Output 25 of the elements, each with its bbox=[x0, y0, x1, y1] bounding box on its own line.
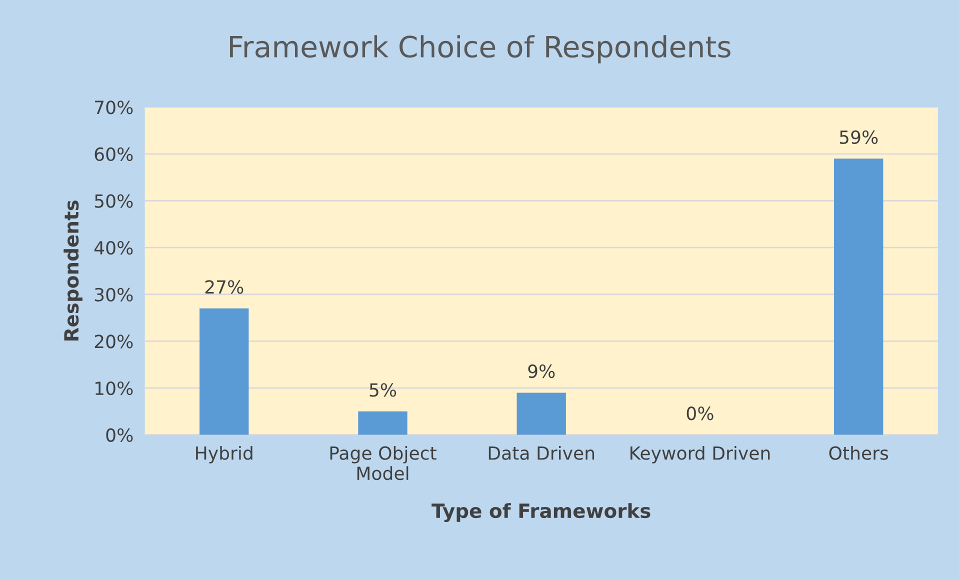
y-tick-label: 70% bbox=[95, 100, 133, 114]
data-label: 5% bbox=[370, 383, 396, 397]
data-label: 59% bbox=[840, 130, 878, 144]
bar bbox=[358, 411, 408, 435]
bar bbox=[516, 392, 566, 435]
x-tick-label: Page Object Model bbox=[330, 446, 436, 480]
y-tick-label: 30% bbox=[94, 288, 133, 302]
y-tick-label: 0% bbox=[106, 428, 133, 442]
y-tick-label: 50% bbox=[94, 194, 133, 208]
y-tick-label: 20% bbox=[94, 334, 133, 348]
y-tick-label: 40% bbox=[94, 241, 133, 255]
bar bbox=[834, 158, 884, 435]
y-tick-label: 60% bbox=[94, 147, 133, 162]
bar bbox=[200, 308, 249, 435]
chart-title: Framework Choice of Respondents bbox=[230, 35, 730, 64]
x-axis-title: Type of Frameworks bbox=[432, 503, 650, 522]
x-tick-label: Others bbox=[829, 446, 888, 460]
data-label: 27% bbox=[205, 280, 244, 294]
x-tick-label: Hybrid bbox=[196, 446, 252, 464]
data-label: 9% bbox=[528, 364, 555, 378]
data-label: 0% bbox=[686, 406, 714, 420]
y-axis-title: Respondents bbox=[64, 200, 82, 341]
x-tick-label: Data Driven bbox=[488, 446, 594, 460]
y-tick-label: 10% bbox=[96, 381, 133, 396]
x-tick-label: Keyword Driven bbox=[630, 446, 770, 464]
